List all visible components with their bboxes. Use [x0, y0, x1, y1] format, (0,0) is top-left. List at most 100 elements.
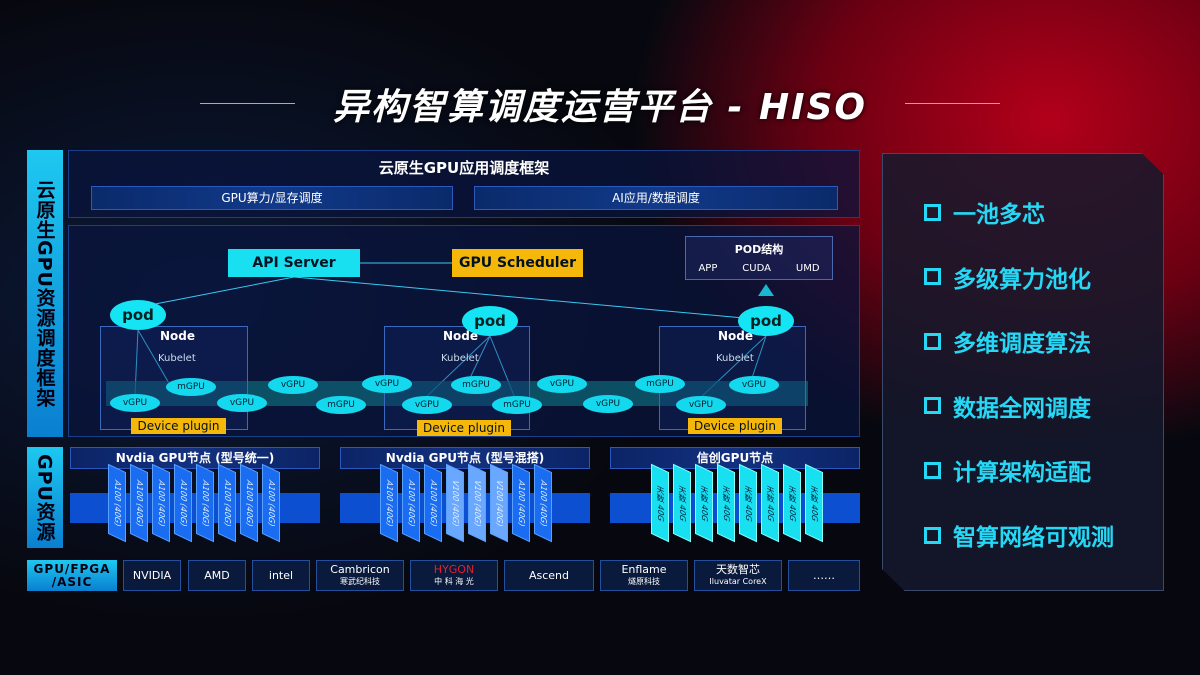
kubelet-label: Kubelet — [716, 353, 754, 364]
api-server-box: API Server — [228, 249, 360, 277]
checkbox-icon — [924, 461, 941, 479]
node-3 — [659, 326, 806, 430]
gpu-card: A100 (40G) — [512, 463, 530, 543]
pod-app: APP — [698, 263, 718, 274]
feature-item: 一池多芯 — [924, 195, 1045, 229]
vendor-name: 天数智芯 — [716, 562, 760, 576]
vgpu: vGPU — [268, 376, 318, 394]
gpu-compute-box: GPU算力/显存调度 — [91, 186, 453, 210]
vendor-logo: Cambricon 寒武纪科技 — [316, 560, 404, 591]
feature-item: 多级算力池化 — [924, 260, 1091, 294]
node-label: Node — [718, 329, 754, 343]
feature-label: 多维调度算法 — [953, 331, 1091, 358]
gpu-card: A100 (40G) — [130, 463, 148, 543]
gpu-card: A100 (40G) — [108, 463, 126, 543]
feature-label: 数据全网调度 — [953, 395, 1091, 422]
chip-type-label: GPU/FPGA /ASIC — [27, 560, 117, 591]
checkbox-icon — [924, 526, 941, 544]
title-divider-right — [905, 103, 1000, 104]
feature-label: 计算架构适配 — [953, 460, 1091, 487]
vgpu: vGPU — [402, 396, 452, 414]
feature-label: 智算网络可观测 — [953, 525, 1114, 551]
vendor-subname: 燧原科技 — [628, 576, 660, 586]
gpu-card: V100 (40G) — [468, 463, 486, 543]
vendor-name: Cambricon — [330, 562, 390, 576]
vendor-name: Ascend — [528, 568, 570, 582]
vendor-logo: …… — [788, 560, 860, 591]
gpu-card: A100 (40G) — [152, 463, 170, 543]
gpu-card: 天数 40G — [717, 463, 735, 543]
gpu-card: A100 (40G) — [262, 463, 280, 543]
vgpu: vGPU — [676, 396, 726, 414]
node-label: Node — [443, 329, 479, 343]
vendor-name: intel — [268, 568, 294, 582]
vgpu: vGPU — [217, 394, 267, 412]
gpu-card: V100 (40G) — [446, 463, 464, 543]
vendor-name: Enflame — [621, 562, 667, 576]
feature-label: 多级算力池化 — [953, 266, 1091, 293]
vgpu: vGPU — [729, 376, 779, 394]
vgpu: vGPU — [110, 394, 160, 412]
node-label: Node — [160, 329, 196, 343]
pod-2: pod — [462, 306, 518, 336]
title-divider-left — [200, 103, 295, 104]
vendor-logo: HYGON 中 科 海 光 — [410, 560, 498, 591]
gpu-card: A100 (40G) — [424, 463, 442, 543]
app-framework-title: 云原生GPU应用调度框架 — [378, 159, 550, 177]
framework-label: 云原生GPU资源调度框架 — [27, 150, 63, 437]
checkbox-icon — [924, 203, 941, 221]
pod-structure-box: POD结构 APP CUDA UMD — [685, 236, 833, 280]
vendor-subname: Iluvatar CoreX — [709, 576, 767, 586]
vendor-name: …… — [813, 568, 835, 582]
vendor-logo: 天数智芯 Iluvatar CoreX — [694, 560, 782, 591]
pod-umd: UMD — [795, 263, 820, 274]
gpu-node-header: 信创GPU节点 — [610, 447, 860, 469]
kubelet-label: Kubelet — [158, 353, 196, 364]
ai-data-box: AI应用/数据调度 — [474, 186, 838, 210]
vendor-name: AMD — [204, 568, 230, 582]
gpu-card: 天数 40G — [673, 463, 691, 543]
device-plugin-1: Device plugin — [131, 418, 226, 434]
gpu-card: A100 (40G) — [240, 463, 258, 543]
gpu-card: A100 (40G) — [402, 463, 420, 543]
pod-3: pod — [738, 306, 794, 336]
checkbox-icon — [924, 332, 941, 350]
checkbox-icon — [924, 397, 941, 415]
vendor-name: NVIDIA — [132, 568, 172, 582]
features-panel — [882, 153, 1164, 591]
feature-item: 计算架构适配 — [924, 453, 1091, 487]
vgpu: vGPU — [362, 375, 412, 393]
gpu-card: A100 (40G) — [196, 463, 214, 543]
gpu-card: A100 (40G) — [174, 463, 192, 543]
vendor-name: HYGON — [433, 562, 475, 576]
mgpu: mGPU — [316, 396, 366, 414]
gpu-card: 天数 40G — [651, 463, 669, 543]
gpu-card: 天数 40G — [739, 463, 757, 543]
gpu-card: A100 (40G) — [534, 463, 552, 543]
vendor-logo: intel — [252, 560, 310, 591]
gpu-card: 天数 40G — [695, 463, 713, 543]
pod-1: pod — [110, 300, 166, 330]
gpu-card: V100 (40G) — [490, 463, 508, 543]
gpu-card: A100 (40G) — [218, 463, 236, 543]
checkbox-icon — [924, 268, 941, 286]
pod-structure-title: POD结构 — [734, 243, 784, 256]
mgpu: mGPU — [635, 375, 685, 393]
feature-label: 一池多芯 — [953, 202, 1045, 228]
kubelet-label: Kubelet — [441, 353, 479, 364]
gpu-node-header: Nvdia GPU节点 (型号混搭) — [340, 447, 590, 469]
vendor-logo: AMD — [188, 560, 246, 591]
page-title: 异构智算调度运营平台 - HISO — [332, 87, 868, 128]
vendor-logo: NVIDIA — [123, 560, 181, 591]
gpu-scheduler-box: GPU Scheduler — [452, 249, 583, 277]
vendor-logo: Ascend — [504, 560, 594, 591]
gpu-card: 天数 40G — [783, 463, 801, 543]
device-plugin-3: Device plugin — [688, 418, 782, 434]
mgpu: mGPU — [492, 396, 542, 414]
feature-item: 数据全网调度 — [924, 389, 1091, 423]
resource-label: GPU资源 — [27, 447, 63, 548]
mgpu: mGPU — [166, 378, 216, 396]
vendor-subname: 寒武纪科技 — [340, 576, 380, 586]
gpu-node-header: Nvdia GPU节点 (型号统一) — [70, 447, 320, 469]
gpu-card: 天数 40G — [761, 463, 779, 543]
